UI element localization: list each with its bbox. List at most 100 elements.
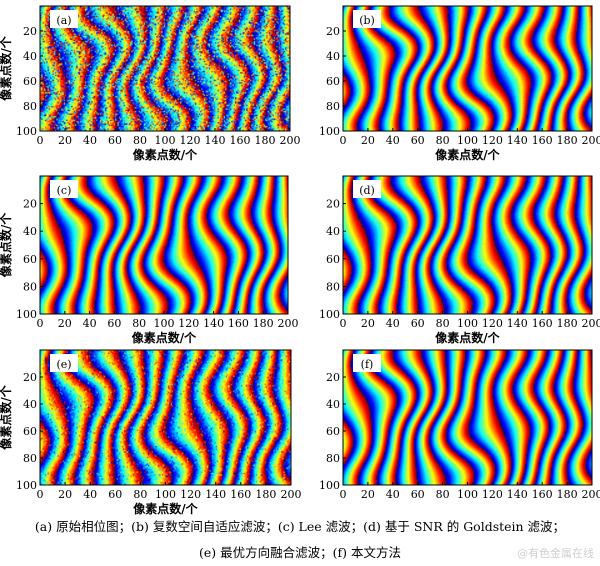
y-tick-label: 20 bbox=[326, 371, 340, 384]
panel-label-text: (c) bbox=[57, 184, 72, 197]
x-axis-label: 像素点数/个 bbox=[132, 330, 197, 345]
panel-b: (b) 0 20 40 60 80 100 120 140 160 180 200 20 40 60 80 10… bbox=[319, 5, 600, 162]
x-tick-label: 180 bbox=[255, 488, 276, 501]
x-tick-label: 160 bbox=[532, 134, 553, 147]
x-tick-label: 140 bbox=[203, 317, 224, 330]
phase-fringe-image bbox=[343, 176, 592, 314]
x-tick-label: 100 bbox=[154, 317, 175, 330]
x-tick-label: 0 bbox=[37, 488, 44, 501]
x-tick-label: 140 bbox=[507, 317, 528, 330]
x-axis-label: 像素点数/个 bbox=[435, 147, 500, 162]
x-tick-label: 200 bbox=[281, 488, 302, 501]
panel-label: (d) bbox=[353, 180, 381, 198]
panel-d: (d) 0 20 40 60 80 100 120 140 160 180 200 20 40 60 80 10… bbox=[319, 175, 600, 345]
panel-f: (f) 0 20 40 60 80 100 120 140 160 180 200 20 40 60 80 10… bbox=[319, 349, 600, 501]
y-tick-label: 60 bbox=[23, 425, 37, 438]
panel-label: (b) bbox=[353, 10, 381, 28]
panel-c: (c)0 20 40 60 80 100 120 140 160 180 2002040608010… bbox=[0, 175, 299, 345]
x-tick-label: 120 bbox=[482, 317, 503, 330]
y-tick-label: 100 bbox=[319, 308, 340, 321]
x-tick-label: 40 bbox=[83, 488, 97, 501]
x-tick-label: 200 bbox=[582, 488, 600, 501]
x-tick-label: 100 bbox=[155, 488, 176, 501]
x-tick-label: 160 bbox=[230, 488, 251, 501]
y-axis-label: 像素点数/个 bbox=[0, 35, 13, 100]
x-tick-label: 20 bbox=[361, 134, 375, 147]
x-tick-label: 160 bbox=[228, 317, 249, 330]
x-tick-label: 140 bbox=[205, 488, 226, 501]
x-tick-label: 40 bbox=[386, 134, 400, 147]
x-tick-label: 0 bbox=[340, 488, 347, 501]
x-tick-label: 180 bbox=[557, 488, 578, 501]
x-tick-label: 20 bbox=[58, 317, 72, 330]
y-tick-label: 60 bbox=[23, 75, 37, 88]
panel-label-text: (b) bbox=[359, 14, 375, 27]
x-tick-label: 200 bbox=[582, 317, 600, 330]
x-axis-label: 像素点数/个 bbox=[133, 501, 198, 516]
y-tick-label: 100 bbox=[319, 479, 340, 492]
x-tick-label: 60 bbox=[108, 134, 122, 147]
panel-label-text: (a) bbox=[56, 14, 71, 27]
x-tick-label: 40 bbox=[83, 317, 97, 330]
y-tick-label: 80 bbox=[23, 280, 37, 293]
y-tick-label: 40 bbox=[326, 225, 340, 238]
x-tick-label: 20 bbox=[361, 488, 375, 501]
x-tick-label: 200 bbox=[278, 317, 299, 330]
x-tick-label: 80 bbox=[436, 134, 450, 147]
y-tick-label: 100 bbox=[319, 125, 340, 138]
y-tick-label: 80 bbox=[23, 100, 37, 113]
x-axis-label: 像素点数/个 bbox=[133, 147, 198, 162]
x-tick-label: 160 bbox=[532, 317, 553, 330]
x-tick-label: 120 bbox=[180, 134, 201, 147]
x-tick-label: 160 bbox=[532, 488, 553, 501]
phase-fringe-image bbox=[40, 350, 291, 485]
y-axis-label: 像素点数/个 bbox=[0, 212, 13, 277]
x-tick-label: 80 bbox=[133, 134, 147, 147]
x-tick-label: 100 bbox=[457, 317, 478, 330]
y-tick-label: 40 bbox=[23, 225, 37, 238]
x-tick-label: 180 bbox=[557, 134, 578, 147]
x-tick-label: 60 bbox=[411, 488, 425, 501]
y-tick-label: 40 bbox=[326, 398, 340, 411]
x-tick-label: 20 bbox=[58, 134, 72, 147]
x-tick-label: 20 bbox=[361, 317, 375, 330]
x-tick-label: 140 bbox=[507, 488, 528, 501]
x-tick-label: 120 bbox=[482, 134, 503, 147]
y-tick-label: 40 bbox=[326, 50, 340, 63]
y-tick-label: 100 bbox=[16, 125, 37, 138]
y-tick-label: 100 bbox=[16, 308, 37, 321]
x-tick-label: 120 bbox=[180, 488, 201, 501]
x-tick-label: 200 bbox=[582, 134, 600, 147]
x-tick-label: 160 bbox=[230, 134, 251, 147]
x-tick-label: 60 bbox=[108, 488, 122, 501]
x-tick-label: 200 bbox=[280, 134, 301, 147]
panel-label: (e) bbox=[50, 354, 78, 372]
x-axis-label: 像素点数/个 bbox=[435, 330, 500, 345]
phase-fringe-image bbox=[343, 350, 592, 485]
x-tick-label: 100 bbox=[457, 488, 478, 501]
x-tick-label: 20 bbox=[58, 488, 72, 501]
x-tick-label: 120 bbox=[482, 488, 503, 501]
y-tick-label: 20 bbox=[23, 371, 37, 384]
x-tick-label: 60 bbox=[411, 134, 425, 147]
y-tick-label: 60 bbox=[23, 253, 37, 266]
x-tick-label: 60 bbox=[107, 317, 121, 330]
y-axis-label: 像素点数/个 bbox=[0, 384, 13, 449]
x-tick-label: 80 bbox=[436, 317, 450, 330]
watermark: @有色金属在线 bbox=[517, 547, 594, 560]
y-tick-label: 40 bbox=[23, 398, 37, 411]
phase-fringe-image bbox=[40, 6, 290, 131]
y-tick-label: 60 bbox=[326, 425, 340, 438]
panel-label-text: (d) bbox=[359, 184, 375, 197]
x-tick-label: 180 bbox=[255, 134, 276, 147]
y-tick-label: 40 bbox=[23, 50, 37, 63]
x-tick-label: 80 bbox=[132, 317, 146, 330]
panel-label-text: (e) bbox=[56, 358, 71, 371]
x-tick-label: 140 bbox=[205, 134, 226, 147]
x-tick-label: 0 bbox=[340, 317, 347, 330]
x-tick-label: 80 bbox=[133, 488, 147, 501]
panel-label: (f) bbox=[353, 354, 381, 372]
x-tick-label: 60 bbox=[411, 317, 425, 330]
y-tick-label: 80 bbox=[326, 452, 340, 465]
